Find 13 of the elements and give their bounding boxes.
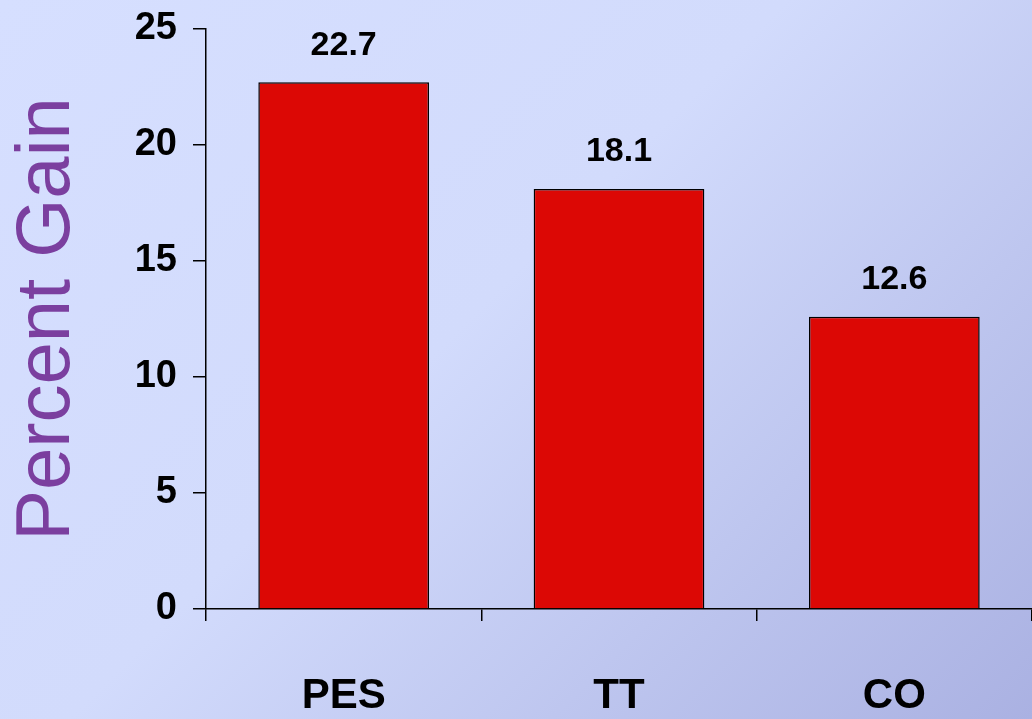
y-tick-label: 25	[134, 5, 177, 48]
data-label: 18.1	[585, 130, 653, 169]
y-tick-label: 0	[155, 585, 177, 628]
x-tick-label: CO	[862, 669, 926, 717]
y-tick-label: 10	[134, 353, 177, 396]
y-axis-title: Percent Gain	[0, 97, 85, 541]
y-tick-label: 15	[134, 237, 177, 280]
y-tick-label: 5	[155, 469, 177, 512]
y-tick-label: 20	[134, 121, 177, 164]
data-label: 12.6	[861, 258, 928, 297]
x-tick-label: PES	[301, 669, 386, 717]
data-label: 22.7	[310, 23, 377, 62]
x-tick-label: TT	[593, 669, 645, 717]
